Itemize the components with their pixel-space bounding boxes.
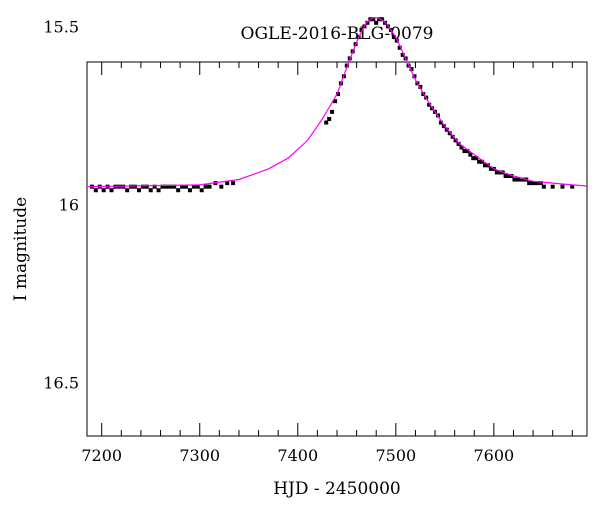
data-point	[180, 184, 185, 189]
x-tick-label: 7300	[179, 446, 220, 465]
data-point	[474, 156, 479, 161]
data-point	[101, 188, 106, 193]
x-axis-label: HJD - 2450000	[273, 479, 401, 499]
data-point	[441, 124, 446, 129]
model-curve	[86, 17, 588, 188]
data-point	[518, 177, 523, 182]
data-point	[164, 184, 169, 189]
y-tick-label: 16	[59, 195, 79, 214]
data-point	[391, 35, 396, 40]
data-point	[324, 120, 329, 125]
data-point	[453, 138, 458, 143]
data-point	[225, 181, 230, 186]
data-point	[480, 159, 485, 164]
data-point	[380, 17, 385, 22]
data-point	[527, 181, 532, 186]
data-point	[412, 74, 417, 79]
y-tick-label: 16.5	[43, 374, 79, 393]
data-point	[494, 170, 499, 175]
x-tick-label: 7500	[375, 446, 416, 465]
x-tick-label: 7600	[474, 446, 515, 465]
data-point	[327, 116, 332, 121]
data-point	[207, 184, 212, 189]
data-point	[447, 131, 452, 136]
data-point	[483, 163, 488, 168]
data-point	[541, 184, 546, 189]
data-point	[377, 17, 382, 22]
data-point	[176, 188, 181, 193]
data-point	[444, 127, 449, 132]
data-point	[371, 17, 376, 22]
data-point	[397, 45, 402, 50]
data-point	[503, 173, 508, 178]
x-tick-label: 7200	[81, 446, 122, 465]
data-point	[125, 188, 130, 193]
data-point	[560, 184, 565, 189]
data-point	[133, 184, 138, 189]
data-point	[330, 109, 335, 114]
data-point	[344, 63, 349, 68]
data-point	[497, 170, 502, 175]
data-point	[509, 173, 514, 178]
data-point	[409, 67, 414, 72]
data-point	[335, 92, 340, 97]
data-point	[187, 188, 192, 193]
data-point	[191, 184, 196, 189]
y-tick-label: 15.5	[43, 17, 79, 36]
data-point	[199, 188, 204, 193]
data-point	[144, 184, 149, 189]
data-point	[219, 184, 224, 189]
data-point	[195, 184, 200, 189]
data-point	[427, 102, 432, 107]
data-point	[184, 184, 189, 189]
data-point	[488, 166, 493, 171]
data-point	[465, 149, 470, 154]
data-point	[538, 181, 543, 186]
data-point	[400, 52, 405, 57]
data-point	[533, 181, 538, 186]
data-point	[456, 141, 461, 146]
data-point	[203, 184, 208, 189]
data-point	[515, 177, 520, 182]
data-point	[152, 184, 157, 189]
data-point	[333, 99, 338, 104]
y-axis-label: I magnitude	[11, 197, 31, 301]
data-point	[450, 134, 455, 139]
data-point	[172, 184, 177, 189]
data-point	[231, 181, 236, 186]
data-point	[136, 188, 141, 193]
chart-title: OGLE-2016-BLG-0079	[241, 24, 434, 44]
data-point	[156, 188, 161, 193]
x-tick-label: 7400	[277, 446, 318, 465]
data-point	[468, 152, 473, 157]
data-point	[570, 184, 575, 189]
data-point	[418, 84, 423, 89]
data-point	[93, 188, 98, 193]
data-point	[506, 173, 511, 178]
data-point	[530, 181, 535, 186]
plot-area: 7200 7300 7400 7500 7600 15.5 16 16.5	[43, 17, 588, 465]
data-point	[438, 120, 443, 125]
data-point	[374, 20, 379, 25]
data-point	[535, 181, 540, 186]
data-point	[459, 145, 464, 150]
data-point	[521, 177, 526, 182]
data-point	[550, 184, 555, 189]
data-point	[471, 156, 476, 161]
data-point	[462, 149, 467, 154]
data-point	[359, 27, 364, 32]
plot-frame	[86, 61, 588, 437]
data-point	[160, 184, 165, 189]
data-point	[129, 184, 134, 189]
data-point	[512, 177, 517, 182]
data-point	[365, 20, 370, 25]
data-point	[140, 184, 145, 189]
data-point	[148, 188, 153, 193]
data-point	[477, 159, 482, 164]
data-point	[168, 184, 173, 189]
data-point	[109, 188, 114, 193]
